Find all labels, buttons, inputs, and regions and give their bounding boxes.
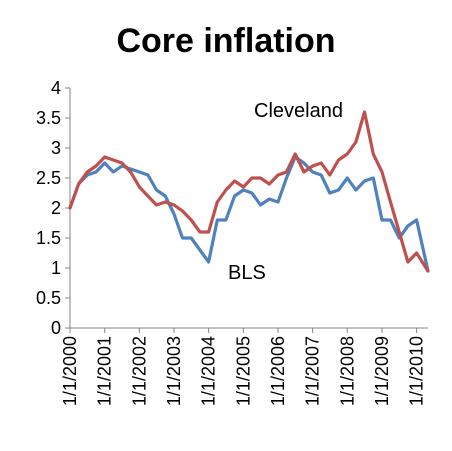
series-label-cleveland: Cleveland [254,100,343,122]
x-tick-label: 1/1/2003 [164,336,184,406]
x-tick-label: 1/1/2001 [95,336,115,406]
x-tick-label: 1/1/2005 [233,336,253,406]
y-tick-label: 2 [51,198,61,218]
series-line-bls [68,155,430,273]
x-tick-label: 1/1/2008 [337,336,357,406]
y-tick-label: 2.5 [36,168,61,188]
x-tick-label: 1/1/2002 [129,336,149,406]
y-tick-label: 3.5 [36,108,61,128]
x-tick-label: 1/1/2009 [372,336,392,406]
y-tick-label: 1 [51,258,61,278]
x-tick-label: 1/1/2004 [199,336,219,406]
series-line-cleveland [68,110,430,273]
y-tick-label: 0.5 [36,288,61,308]
y-tick-label: 4 [51,78,61,98]
axes: 0 0.5 1 1.5 2 2.5 3 3.5 4 1/1/2000 1/1/2001 1/1/200… [36,78,428,406]
x-tick-label: 1/1/2000 [60,336,80,406]
y-tick-label: 1.5 [36,228,61,248]
chart-title: Core inflation [116,22,335,60]
series-layer [68,110,430,273]
x-tick-label: 1/1/2010 [407,336,427,406]
y-tick-label: 0 [51,318,61,338]
x-tick-label: 1/1/2007 [303,336,323,406]
series-label-bls: BLS [228,262,266,284]
y-tick-label: 3 [51,138,61,158]
x-tick-label: 1/1/2006 [268,336,288,406]
annotations: BLS Cleveland [228,100,343,284]
